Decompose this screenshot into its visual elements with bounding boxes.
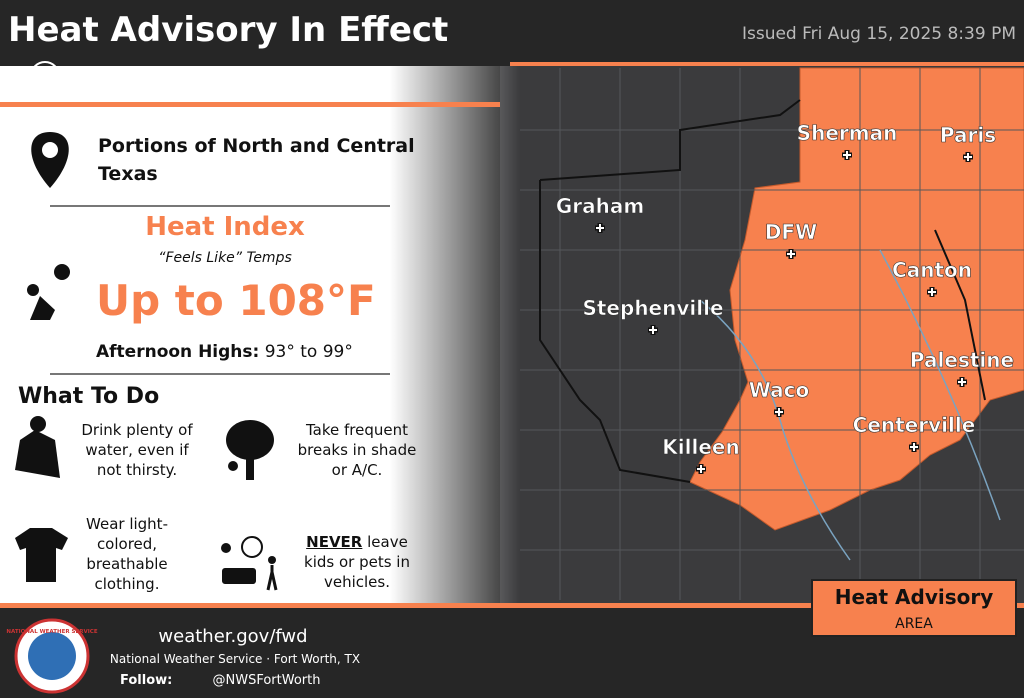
highs: Afternoon Highs: 93° to 99° <box>96 342 353 362</box>
city-label: Centerville <box>853 413 976 437</box>
legend-box <box>811 579 1017 637</box>
accent-line <box>0 102 500 107</box>
heat-index-value: Up to 108°F <box>96 276 376 325</box>
city-marker <box>843 151 851 159</box>
city-label: DFW <box>765 220 817 244</box>
sun-icon <box>54 264 70 280</box>
follow: Follow: <box>120 673 173 688</box>
what-to-do-title: What To Do <box>18 384 160 409</box>
tip: Take frequent breaks in shade or A/C. <box>297 421 417 479</box>
walker-icon <box>266 565 278 591</box>
heat-index-title: Heat Index <box>145 212 305 242</box>
city-label: Canton <box>892 258 972 282</box>
city-marker <box>697 465 705 473</box>
shirt-icon <box>15 528 68 582</box>
city-marker <box>649 326 657 334</box>
child-icon <box>241 536 263 558</box>
tip: Drink plenty of water, even if not thirs… <box>81 421 193 479</box>
county-lines <box>520 68 1024 600</box>
accent-line <box>0 603 1024 608</box>
issued: Issued Fri Aug 15, 2025 8:39 PM <box>741 24 1016 44</box>
tip-text: leave kids or pets in vehicles. <box>304 533 410 591</box>
tip: Wear light-colored, breathable clothing. <box>86 515 168 593</box>
panel-fade <box>0 66 520 606</box>
person-icon <box>30 296 55 320</box>
advisory-area <box>689 67 1024 531</box>
social: Follow: @NWSFortWorth <box>120 673 320 688</box>
website: weather.gov/fwd <box>158 626 308 647</box>
walker-head <box>268 556 276 564</box>
title: Heat Advisory In Effect <box>8 10 449 50</box>
boundary <box>539 99 986 483</box>
city-marker <box>787 250 795 258</box>
nws-logo-inner <box>28 632 76 680</box>
pin-hole <box>42 142 58 158</box>
location: Portions of North and Central Texas <box>98 135 415 185</box>
accent-line <box>510 62 1024 66</box>
tree-icon <box>226 420 274 460</box>
city-label: Stephenville <box>582 296 723 320</box>
highs-label: Afternoon Highs: <box>96 342 260 362</box>
city-label: Palestine <box>910 348 1014 372</box>
clock-icon <box>30 61 60 91</box>
city-label: Paris <box>940 123 996 147</box>
drink-icon <box>15 430 60 478</box>
city-label: Killeen <box>662 435 739 459</box>
logo-text: NATIONAL WEATHER SERVICE <box>6 629 97 635</box>
sun-icon <box>221 543 231 553</box>
clock-hands <box>44 68 52 81</box>
city-marker <box>596 224 604 232</box>
office: National Weather Service · Fort Worth, T… <box>109 652 361 666</box>
heat-index-subtitle: “Feels Like” Temps <box>158 250 292 266</box>
pin-icon <box>31 132 69 188</box>
rivers <box>699 249 1001 561</box>
highs-value: 93° to 99° <box>264 342 353 362</box>
city-label: Sherman <box>797 121 898 145</box>
duration: Through Saturday Evening <box>76 66 346 87</box>
city-marker <box>964 153 972 161</box>
tree-trunk <box>246 450 254 480</box>
city-marker <box>775 408 783 416</box>
sitting-person <box>228 461 238 471</box>
city-label: Graham <box>556 194 644 218</box>
legend-title: Heat Advisory <box>835 585 994 609</box>
drink-head <box>30 416 46 432</box>
person-head <box>27 284 39 296</box>
city-label: Waco <box>749 378 809 402</box>
city-marker <box>910 443 918 451</box>
city-marker <box>928 288 936 296</box>
city-marker <box>958 378 966 386</box>
tip-emphasis: NEVER <box>306 533 363 551</box>
tip: NEVER leave kids or pets in vehicles. <box>292 532 422 592</box>
handle: @NWSFortWorth <box>212 673 321 688</box>
legend-subtitle: AREA <box>895 616 933 632</box>
car-icon <box>222 568 256 584</box>
